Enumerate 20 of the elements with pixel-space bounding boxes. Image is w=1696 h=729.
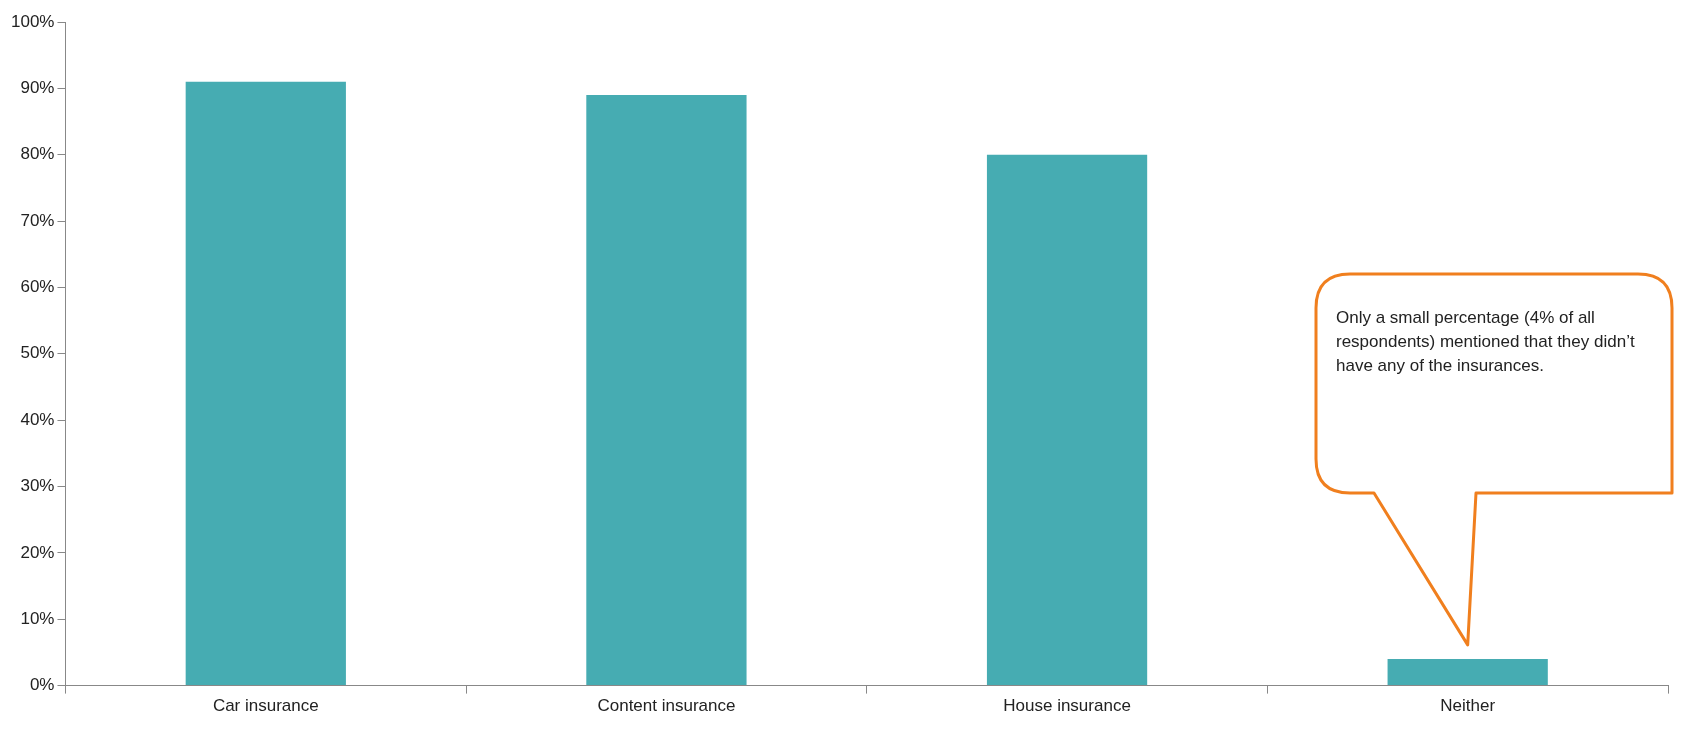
y-tick-label: 90% — [20, 78, 55, 98]
bar — [586, 95, 747, 686]
y-tick-label: 50% — [20, 343, 55, 363]
x-tick-label: Car insurance — [212, 696, 319, 716]
y-tick-label: 60% — [20, 277, 55, 297]
y-tick-label: 20% — [20, 542, 55, 562]
y-tick-label: 70% — [20, 210, 55, 230]
y-tick-label: 30% — [20, 476, 55, 496]
y-tick-label: 80% — [20, 144, 55, 164]
x-tick-label: House insurance — [1003, 696, 1131, 716]
x-tick-label: Neither — [1440, 696, 1496, 716]
y-tick-label: 100% — [11, 11, 55, 31]
bar — [1387, 659, 1548, 686]
bar — [185, 81, 346, 686]
y-tick-label: 0% — [29, 675, 55, 695]
annotation: Only a small percentage (4% of all respondents) mentioned that they didn’t have any of the insurances. — [1336, 307, 1636, 378]
x-tick-label: Content insurance — [597, 696, 736, 716]
y-tick-label: 10% — [20, 608, 55, 628]
bar — [986, 154, 1148, 686]
y-tick-label: 40% — [20, 409, 55, 429]
